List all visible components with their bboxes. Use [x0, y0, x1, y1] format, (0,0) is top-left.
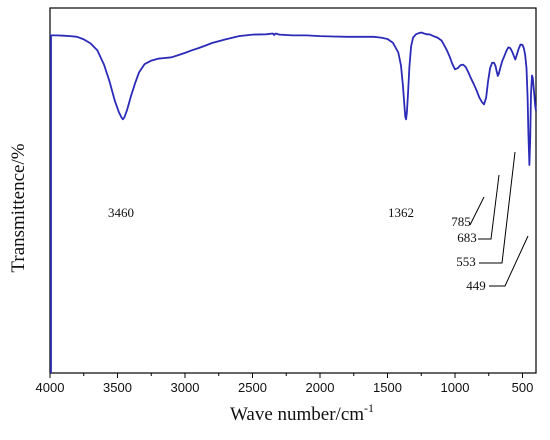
plot-frame [49, 7, 537, 374]
x-tick-label: 1000 [441, 380, 470, 395]
peak-label: 3460 [108, 205, 134, 220]
spectrum-line [50, 31, 537, 166]
x-tick-label: 1500 [373, 380, 402, 395]
x-axis-title-text: Wave number/cm [230, 404, 364, 425]
x-axis-title: Wave number/cm-1 [230, 401, 374, 425]
x-tick-label: 3000 [171, 380, 200, 395]
x-axis-title-superscript: -1 [364, 401, 374, 415]
peak-label: 1362 [388, 205, 414, 220]
peak-label: 785 [451, 214, 471, 229]
peak-leader-line [478, 174, 500, 240]
peak-leader-line [469, 196, 485, 226]
series-group [50, 31, 537, 373]
peak-leader-line [479, 151, 516, 264]
x-tick-label: 4000 [36, 380, 65, 395]
peak-leader-line [489, 235, 529, 287]
x-axis-ticks: 4000 3500 3000 2500 2000 1500 1000 500 [36, 373, 534, 395]
plot-border [49, 7, 537, 374]
x-tick-label: 3500 [103, 380, 132, 395]
peak-label: 683 [457, 230, 477, 245]
x-tick-label: 2000 [306, 380, 335, 395]
x-tick-label: 2500 [238, 380, 267, 395]
peak-label: 449 [466, 278, 486, 293]
y-axis-title: Transmittence/% [8, 143, 29, 272]
peak-label: 553 [456, 254, 476, 269]
x-tick-label: 500 [512, 380, 534, 395]
